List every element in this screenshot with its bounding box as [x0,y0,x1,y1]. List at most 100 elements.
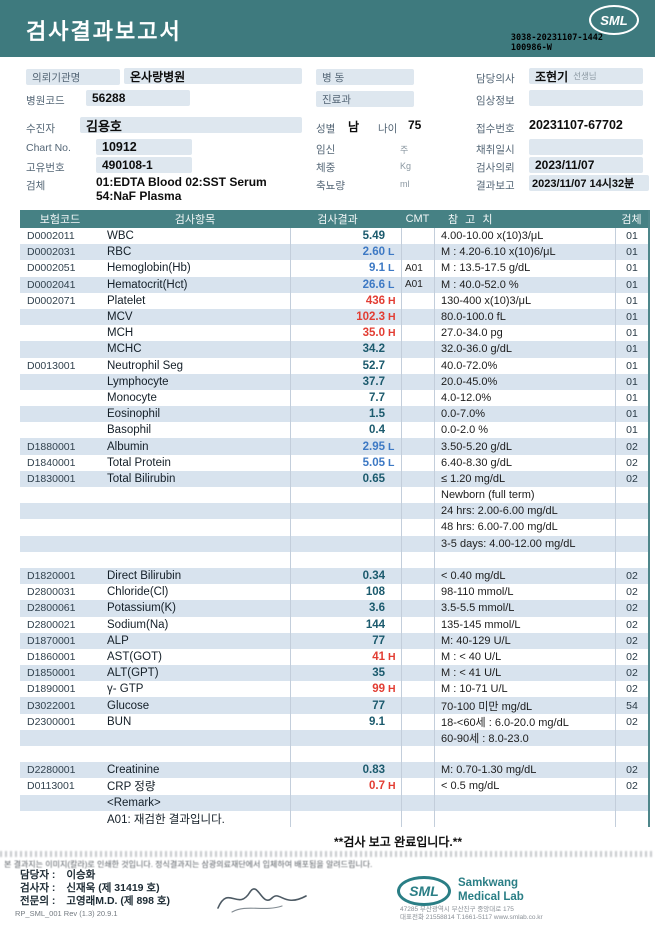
cell-test-item: Hemoglobin(Hb) [107,262,191,275]
cell-insurance-code: D1840001 [27,456,76,469]
cell-test-item: Platelet [107,294,146,307]
cell-reference-range: Newborn (full term) [434,487,615,504]
cell-cmt [401,389,434,407]
cell-abnormal-flag: H [388,327,396,340]
page-title: 검사결과보고서 [26,19,182,44]
cell-cmt [401,406,434,423]
org-label: 의뢰기관명 [32,71,81,84]
table-row: 48 hrs: 6.00-7.00 mg/dL [20,519,648,536]
cell-insurance-code: D0002071 [27,294,76,307]
table-row: D0002031 RBC 2.60 L M : 4.20-6.10 x(10)6/μL 0… [20,244,648,261]
cell-test-item: BUN [107,715,132,728]
cell-reference-range: 80.0-100.0 fL [434,308,615,326]
examiner-name: 신재욱 (제 31419 호) [66,882,160,894]
table-row: D0002071 Platelet 436 H 130-400 x(10)3/μL 01 [20,292,648,309]
doctor-suffix: 선생님 [573,71,597,81]
cell-abnormal-flag: L [388,262,395,275]
cell-insurance-code: D0002051 [27,262,76,275]
cell-reference-range: M : < 41 U/L [434,665,615,682]
cell-cmt [401,746,434,763]
table-row: D0002051 Hemoglobin(Hb) 9.1 L A01 M : 13.5-17… [20,260,648,277]
cell-test-item: Lymphocyte [107,375,169,388]
cell-result: 77 [290,697,385,714]
cell-cmt [401,632,434,649]
cell-specimen-code [615,729,648,746]
cell-specimen-code: 01 [615,406,648,423]
table-row: D2800061 Potassium(K) 3.6 3.5-5.5 mmol/L 02 [20,600,648,617]
org-value-chip: 온사랑병원 [124,68,302,84]
collect-value-chip [529,139,643,155]
cell-test-item: Total Protein [107,456,171,469]
cell-test-item: ALP [107,634,129,647]
cell-specimen-code [615,487,648,504]
table-row [20,551,648,568]
table-row: D1860001 AST(GOT) 41 H M : < 40 U/L 02 [20,648,648,666]
cell-reference-range: M: 0.70-1.30 mg/dL [434,762,615,779]
table-row: D3022001 Glucose 77 70-100 미만 mg/dL 54 [20,697,648,714]
cell-reference-range: 4.0-12.0% [434,389,615,407]
cell-specimen-code: 02 [615,632,648,649]
cell-specimen-code: 02 [615,454,648,471]
patient-label: 수진자 [26,123,55,135]
cell-result: 9.1 [290,713,385,730]
sml-footer-logo-icon: SML [397,876,451,906]
cell-cmt: A01 [401,276,434,293]
cell-result [290,535,385,552]
cell-test-item: Chloride(Cl) [107,586,169,599]
table-row: Eosinophil 1.5 0.0-7.0% 01 [20,406,648,423]
header-reference: 참 고 치 [448,214,495,226]
table-row: MCHC 34.2 32.0-36.0 g/dL 01 [20,341,648,358]
cell-reference-range: < 0.40 mg/dL [434,567,615,585]
cell-result: 108 [290,584,385,601]
cell-cmt [401,308,434,326]
cell-insurance-code: D1860001 [27,650,76,663]
cell-reference-range [434,746,615,763]
cell-cmt [401,697,434,714]
cell-result [290,519,385,536]
table-row: Newborn (full term) [20,487,648,504]
age-value: 75 [408,118,422,132]
cell-insurance-code: D0113001 [27,780,75,793]
specialist-line: 전문의 : 고영래M.D. (제 898 호) [20,893,170,908]
cell-reference-range: 0.0-7.0% [434,406,615,423]
cell-reference-range: M : 13.5-17.5 g/dL [434,260,615,277]
cell-reference-range: 20.0-45.0% [434,373,615,390]
cell-reference-range: M: 40-129 U/L [434,632,615,649]
table-row: D0002011 WBC 5.49 4.00-10.00 x(10)3/μL 01 [20,228,648,245]
cell-reference-range: 40.0-72.0% [434,357,615,374]
cell-specimen-code: 01 [615,276,648,293]
cell-reference-range: 27.0-34.0 pg [434,325,615,342]
table-body: D0002011 WBC 5.49 4.00-10.00 x(10)3/μL 01 D00… [20,228,648,827]
pregnancy-label: 임신 [316,144,336,156]
table-row: A01: 재검한 결과입니다. [20,810,648,827]
cell-test-item: Potassium(K) [107,602,177,615]
cell-abnormal-flag: L [388,456,395,469]
report-date-label: 결과보고 [476,180,515,192]
cell-result: 5.05 [290,454,385,471]
cell-test-item: Hematocrit(Hct) [107,278,188,291]
table-row: D0113001 CRP 정량 0.7 H < 0.5 mg/dL 02 [20,778,648,795]
table-header-row: 보험코드 검사항목 검사결과 CMT 참 고 치 검체 [20,210,648,228]
cell-specimen-code: 01 [615,341,648,358]
age-label: 나이 [378,123,398,135]
cell-reference-range: 4.00-10.00 x(10)3/μL [434,228,615,245]
specialist-name: 고영래M.D. (제 898 호) [66,895,171,907]
cell-test-item: WBC [107,230,134,243]
patient-name: 김용호 [86,118,122,134]
cell-result: 0.7 [290,778,385,795]
cell-abnormal-flag: H [388,311,396,324]
cell-result [290,746,385,763]
chart-no-chip: 10912 [96,139,192,155]
sex-label: 성별 [316,123,336,135]
table-row: D1830001 Total Bilirubin 0.65 ≤ 1.20 mg/dL 0… [20,470,648,487]
cell-test-item: Creatinine [107,764,160,777]
table-row: MCV 102.3 H 80.0-100.0 fL 01 [20,308,648,326]
cell-cmt [401,422,434,439]
cell-specimen-code [615,794,648,811]
cell-test-item: <Remark> [107,796,161,809]
barcode-number: 3038-20231107-1442 100986-W [511,33,603,53]
header-insurance-code: 보험코드 [39,214,81,226]
cell-result: 52.7 [290,357,385,374]
table-row: D2800031 Chloride(Cl) 108 98-110 mmol/L 02 [20,584,648,601]
cell-result: 144 [290,616,385,633]
